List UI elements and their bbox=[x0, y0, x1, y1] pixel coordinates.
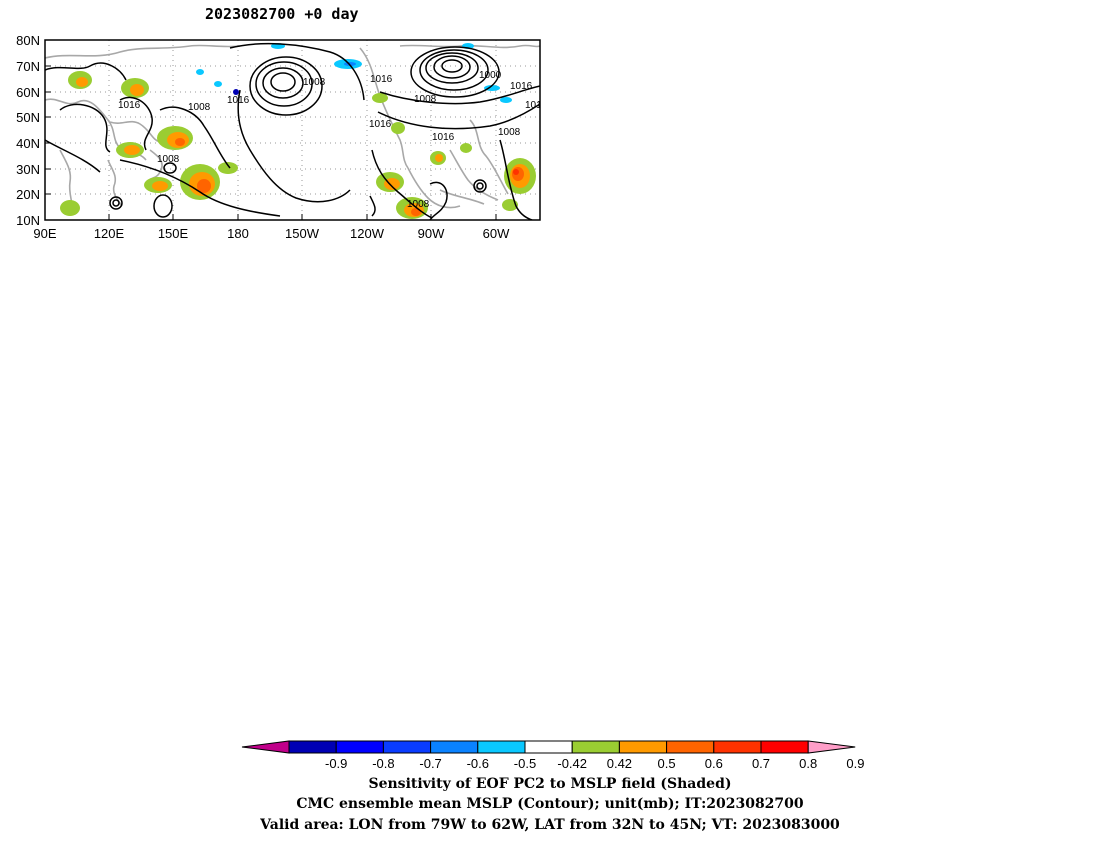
lon-label: 120W bbox=[350, 226, 385, 241]
colorbar-tick-label: -0.9 bbox=[325, 756, 347, 771]
contour-label: 1016 bbox=[370, 74, 393, 85]
caption-line-1: Sensitivity of EOF PC2 to MSLP field (Sh… bbox=[368, 776, 732, 792]
contour-label: 1008 bbox=[407, 199, 430, 210]
colorbar-box bbox=[477, 740, 526, 754]
lat-label: 30N bbox=[16, 162, 40, 177]
colorbar-tick-label: -0.5 bbox=[514, 756, 536, 771]
lat-labels: 80N 70N 60N 50N 40N 30N 20N 10N bbox=[16, 33, 40, 228]
contour-label: 1016 bbox=[432, 132, 455, 143]
contour-label: 1016 bbox=[227, 95, 250, 106]
lat-label: 20N bbox=[16, 187, 40, 202]
colorbar-tick-label: -0.8 bbox=[372, 756, 394, 771]
colorbar: -0.9 -0.8 -0.7 -0.6 -0.5 -0.42 0.42 0.5 … bbox=[241, 740, 864, 771]
map-frame bbox=[44, 39, 541, 221]
lon-label: 150W bbox=[285, 226, 320, 241]
contour-labels: 1008 1016 1016 1008 1016 1008 1016 1000 … bbox=[118, 70, 548, 210]
colorbar-tick-label: 0.5 bbox=[658, 756, 676, 771]
contour-label: 1016 bbox=[118, 100, 141, 111]
lat-label: 60N bbox=[16, 85, 40, 100]
colorbar-box bbox=[382, 740, 432, 754]
colorbar-tick-label: -0.7 bbox=[419, 756, 441, 771]
lat-label: 70N bbox=[16, 59, 40, 74]
colorbar-boxes bbox=[241, 740, 856, 754]
colorbar-labels: -0.9 -0.8 -0.7 -0.6 -0.5 -0.42 0.42 0.5 … bbox=[325, 756, 864, 771]
contour-label: 1008 bbox=[303, 77, 326, 88]
contour-label: 1008 bbox=[188, 102, 211, 113]
axis-ticks bbox=[45, 65, 497, 220]
lon-label: 90E bbox=[33, 226, 56, 241]
caption-line-2: CMC ensemble mean MSLP (Contour); unit(m… bbox=[296, 796, 804, 812]
colorbar-box bbox=[618, 740, 668, 754]
plot-title: 2023082700 +0 day bbox=[205, 5, 359, 23]
colorbar-tick-label: 0.6 bbox=[705, 756, 723, 771]
colorbar-box bbox=[666, 740, 715, 754]
colorbar-tick-label: -0.6 bbox=[467, 756, 489, 771]
colorbar-box bbox=[571, 740, 620, 754]
colorbar-box bbox=[288, 740, 337, 754]
colorbar-box bbox=[524, 740, 573, 754]
lon-label: 60W bbox=[483, 226, 510, 241]
colorbar-box bbox=[430, 740, 479, 754]
colorbar-box bbox=[713, 740, 762, 754]
colorbar-tick-label: 0.42 bbox=[607, 756, 632, 771]
lon-label: 120E bbox=[94, 226, 125, 241]
lat-label: 10N bbox=[16, 213, 40, 228]
contour-label: 1016 bbox=[510, 81, 533, 92]
lon-labels: 90E 120E 150E 180 150W 120W 90W 60W bbox=[33, 226, 510, 241]
lat-label: 40N bbox=[16, 136, 40, 151]
contour-label: 1008 bbox=[414, 94, 437, 105]
caption-line-3: Valid area: LON from 79W to 62W, LAT fro… bbox=[260, 817, 840, 833]
map-panel: 1008 1016 1016 1008 1016 1008 1016 1000 … bbox=[16, 33, 548, 241]
map-grid bbox=[45, 40, 540, 220]
colorbar-tick-label: 0.8 bbox=[799, 756, 817, 771]
colorbar-box bbox=[760, 740, 809, 754]
colorbar-tick-label: 0.7 bbox=[752, 756, 770, 771]
lon-label: 180 bbox=[227, 226, 249, 241]
contour-label: 1016 bbox=[369, 119, 392, 130]
colorbar-arrow-low bbox=[241, 740, 290, 754]
contour-label: 1000 bbox=[479, 70, 502, 81]
lat-label: 50N bbox=[16, 110, 40, 125]
contour-label: 1008 bbox=[498, 127, 521, 138]
contour-label: 1016 bbox=[525, 100, 548, 111]
lon-label: 150E bbox=[158, 226, 189, 241]
colorbar-box bbox=[335, 740, 384, 754]
colorbar-arrow-high bbox=[807, 740, 856, 754]
lat-label: 80N bbox=[16, 33, 40, 48]
colorbar-tick-label: 0.9 bbox=[846, 756, 864, 771]
contour-label: 1008 bbox=[157, 154, 180, 165]
sensitivity-shading bbox=[60, 43, 536, 219]
lon-label: 90W bbox=[418, 226, 445, 241]
colorbar-tick-label: -0.42 bbox=[557, 756, 587, 771]
